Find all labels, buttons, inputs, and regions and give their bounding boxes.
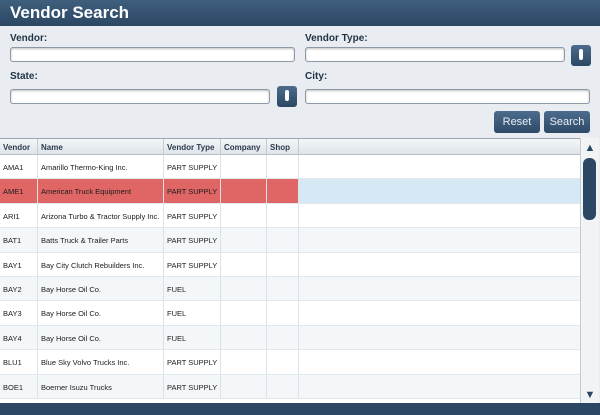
table-cell: BAY4	[0, 325, 38, 350]
state-label: State:	[10, 71, 38, 82]
table-cell	[221, 374, 267, 398]
table-cell: BAY3	[0, 301, 38, 325]
table-cell	[221, 325, 267, 350]
footer-bar	[0, 403, 600, 415]
table-cell: Bay City Clutch Rebuilders Inc.	[38, 252, 164, 276]
table-cell: PART SUPPLY	[164, 374, 221, 398]
table-cell: Boerner Isuzu Trucks	[38, 374, 164, 398]
table-cell: American Truck Equipment	[38, 179, 164, 203]
table-cell: FUEL	[164, 325, 221, 350]
city-label: City:	[305, 71, 328, 82]
table-row[interactable]: BLU1 Blue Sky Volvo Trucks Inc. PART SUPPL…	[0, 350, 581, 375]
table-cell	[267, 350, 299, 374]
table-cell: BAY1	[0, 252, 38, 276]
table-cell	[221, 277, 267, 301]
city-input[interactable]	[305, 89, 590, 104]
table-cell	[221, 252, 267, 276]
reset-button[interactable]: Reset	[494, 111, 540, 133]
table-cell	[221, 179, 267, 203]
vendor-label: Vendor:	[10, 33, 48, 44]
table-cell: PART SUPPLY	[164, 179, 221, 203]
vendor-type-picker[interactable]	[571, 45, 591, 66]
table-row[interactable]: BAY3 Bay Horse Oil Co. FUEL	[0, 301, 581, 326]
table-cell	[267, 252, 299, 276]
table-cell: Batts Truck & Trailer Parts	[38, 228, 164, 252]
column-header[interactable]: Company	[221, 139, 267, 155]
table-cell: PART SUPPLY	[164, 228, 221, 252]
column-header[interactable]: Shop	[267, 139, 299, 155]
table-cell: PART SUPPLY	[164, 252, 221, 276]
table-cell: Bay Horse Oil Co.	[38, 301, 164, 325]
table-cell: FUEL	[164, 277, 221, 301]
table-cell	[221, 203, 267, 228]
table-cell: Bay Horse Oil Co.	[38, 277, 164, 301]
table-cell	[221, 228, 267, 252]
state-input[interactable]	[10, 89, 270, 104]
table-cell	[267, 374, 299, 398]
table-cell: PART SUPPLY	[164, 203, 221, 228]
table-row[interactable]: BAT1 Batts Truck & Trailer Parts PART SUPP…	[0, 228, 581, 253]
table-cell	[221, 301, 267, 325]
table-cell: Arizona Turbo & Tractor Supply Inc.	[38, 203, 164, 228]
table-row[interactable]: BAY4 Bay Horse Oil Co. FUEL	[0, 325, 581, 351]
table-cell	[267, 325, 299, 350]
vendor-type-input[interactable]	[305, 47, 565, 62]
table-cell: BAT1	[0, 228, 38, 252]
table-cell: BLU1	[0, 350, 38, 374]
table-cell	[267, 179, 299, 203]
table-cell: BOE1	[0, 374, 38, 398]
scroll-down[interactable]: ▼	[584, 389, 596, 401]
column-header[interactable]: Name	[38, 139, 164, 155]
column-header-filler	[299, 139, 581, 155]
table-cell: AMA1	[0, 155, 38, 179]
table-cell: BAY2	[0, 277, 38, 301]
column-header[interactable]: Vendor	[0, 139, 38, 155]
table-cell: Blue Sky Volvo Trucks Inc.	[38, 350, 164, 374]
table-cell: AME1	[0, 179, 38, 203]
scroll-thumb[interactable]	[583, 158, 596, 220]
table-cell	[221, 350, 267, 374]
table-cell: ARI1	[0, 203, 38, 228]
table-cell: PART SUPPLY	[164, 155, 221, 179]
table-cell	[267, 228, 299, 252]
table-row[interactable]: AMA1 Amarillo Thermo-King Inc. PART SUPPLY	[0, 155, 581, 180]
state-picker[interactable]	[277, 86, 297, 107]
table-cell	[221, 155, 267, 179]
results-table: Vendor Name Vendor Type Company Shop AMA1 Amar…	[0, 138, 581, 403]
table-cell	[267, 277, 299, 301]
table-cell	[267, 155, 299, 179]
table-cell: Bay Horse Oil Co.	[38, 325, 164, 350]
search-button[interactable]: Search	[544, 111, 590, 133]
table-cell: Amarillo Thermo-King Inc.	[38, 155, 164, 179]
table-row[interactable]: BAY2 Bay Horse Oil Co. FUEL	[0, 277, 581, 302]
table-cell	[267, 301, 299, 325]
table-row[interactable]: BAY1 Bay City Clutch Rebuilders Inc. PART …	[0, 252, 581, 277]
vendor-type-label: Vendor Type:	[305, 33, 368, 44]
vendor-input[interactable]	[10, 47, 295, 62]
scroll-up[interactable]: ▲	[584, 142, 596, 154]
table-row[interactable]: AME1 American Truck Equipment PART SUPPLY	[0, 179, 581, 204]
column-header[interactable]: Vendor Type	[164, 139, 221, 155]
table-cell	[267, 203, 299, 228]
title: Vendor Search	[0, 0, 600, 26]
table-row[interactable]: BOE1 Boerner Isuzu Trucks PART SUPPLY	[0, 374, 581, 399]
table-cell: FUEL	[164, 301, 221, 325]
table-cell: PART SUPPLY	[164, 350, 221, 374]
table-row[interactable]: ARI1 Arizona Turbo & Tractor Supply Inc. P…	[0, 203, 581, 229]
